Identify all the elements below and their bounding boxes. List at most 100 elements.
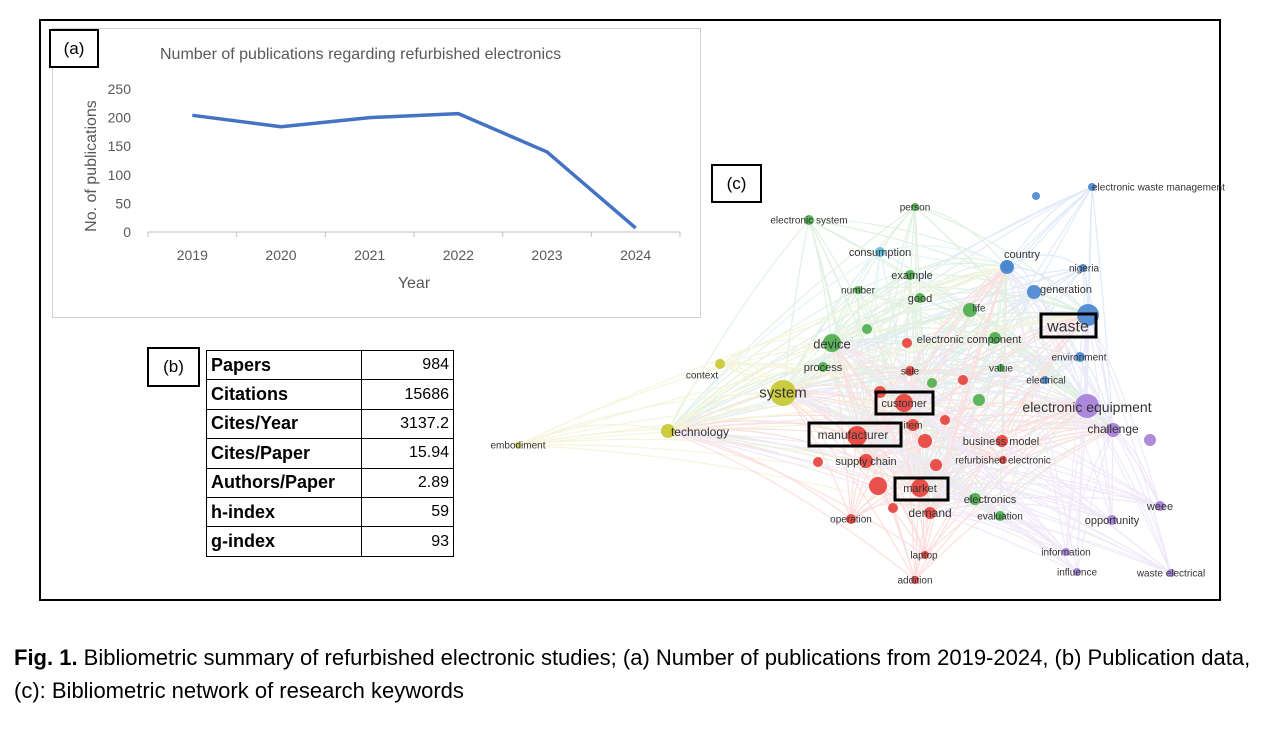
- network-node: [918, 434, 932, 448]
- metric-label: Citations: [206, 379, 362, 410]
- network-link: [782, 251, 881, 394]
- network-link: [919, 266, 1008, 489]
- figure-frame: [39, 19, 1221, 601]
- network-link: [667, 430, 852, 520]
- panel-a-label: (a): [49, 29, 99, 68]
- network-link: [1065, 429, 1114, 553]
- network-link: [912, 400, 1088, 426]
- network-link: [822, 266, 1008, 368]
- network-link: [865, 266, 1008, 462]
- network-link: [924, 405, 1088, 556]
- network-link: [822, 365, 1088, 407]
- network-link: [667, 337, 996, 432]
- keyword-label: technology: [671, 425, 729, 439]
- network-link: [517, 314, 1089, 446]
- network-link: [667, 428, 867, 462]
- network-link: [856, 403, 1088, 437]
- network-node: [1144, 434, 1156, 446]
- keyword-label: consumption: [849, 247, 911, 259]
- network-link: [822, 365, 905, 404]
- network-link: [865, 267, 1084, 462]
- network-link: [912, 266, 1008, 426]
- network-link: [667, 428, 1004, 461]
- y-tick-label: 150: [108, 138, 132, 154]
- network-link: [1087, 314, 1113, 521]
- network-link: [822, 366, 1114, 431]
- network-link: [831, 341, 1046, 381]
- network-link: [929, 309, 971, 514]
- network-link: [1000, 367, 1114, 431]
- network-link: [909, 257, 1008, 276]
- panel-c-label: (c): [711, 164, 762, 203]
- network-node: [847, 426, 867, 446]
- network-link: [850, 502, 931, 520]
- x-axis-title: Year: [398, 275, 431, 292]
- network-link: [903, 266, 1008, 404]
- keyword-label: evaluation: [977, 512, 1023, 523]
- network-link: [808, 219, 931, 514]
- network-link: [517, 342, 833, 446]
- network-link: [719, 363, 1088, 407]
- network-link: [865, 266, 1008, 462]
- network-node: [854, 286, 862, 294]
- network-link: [994, 337, 1114, 431]
- network-link: [856, 435, 916, 581]
- keyword-label: operation: [830, 515, 872, 526]
- network-node: [940, 415, 950, 425]
- network-link: [929, 266, 1008, 514]
- network-link: [667, 430, 921, 489]
- network-node: [888, 503, 898, 513]
- network-link: [782, 392, 1161, 507]
- network-link: [831, 266, 1008, 344]
- network-link: [517, 427, 858, 446]
- network-link: [929, 379, 1046, 514]
- network-link: [974, 405, 1088, 500]
- network-link: [667, 342, 833, 432]
- keyword-label: item: [904, 421, 923, 432]
- network-node: [875, 247, 885, 257]
- network-link: [903, 366, 1002, 404]
- network-link: [903, 402, 1004, 461]
- network-link: [1006, 266, 1046, 381]
- network-link: [850, 402, 905, 520]
- table-row: Authors/Paper 2.89: [206, 467, 454, 498]
- network-link: [667, 430, 1001, 517]
- network-node: [804, 215, 814, 225]
- panel-b-label: (b): [147, 347, 200, 387]
- network-node: [1079, 264, 1087, 272]
- highlight-box: [893, 476, 950, 502]
- keyword-label: nigeria: [1069, 264, 1099, 275]
- network-link: [994, 337, 1088, 407]
- network-link: [782, 392, 1003, 442]
- network-link: [865, 460, 1001, 517]
- network-link: [667, 297, 921, 432]
- network-link: [831, 342, 1088, 407]
- network-link: [850, 405, 1088, 520]
- network-node: [1107, 515, 1117, 525]
- network-link: [1006, 186, 1093, 268]
- network-link: [856, 419, 1114, 437]
- keyword-label: market: [903, 483, 937, 495]
- network-link: [929, 337, 996, 514]
- network-link: [822, 366, 921, 489]
- network-link: [782, 337, 996, 394]
- network-link: [850, 429, 1114, 520]
- network-link: [1086, 405, 1172, 574]
- network-link: [831, 307, 971, 344]
- network-node: [999, 456, 1007, 464]
- publications-line: [192, 111, 637, 230]
- network-node: [911, 576, 919, 584]
- table-row: Citations 15686: [206, 379, 454, 410]
- network-link: [865, 314, 1089, 462]
- network-link: [782, 297, 921, 394]
- network-link: [914, 206, 1089, 316]
- network-link: [1065, 314, 1089, 553]
- network-link: [929, 314, 1089, 514]
- network-link: [1087, 186, 1093, 316]
- network-node: [1073, 568, 1081, 576]
- network-link: [1006, 266, 1088, 407]
- network-link: [909, 274, 1088, 407]
- network-node: [895, 394, 913, 412]
- network-link: [856, 425, 1003, 442]
- network-link: [782, 392, 976, 500]
